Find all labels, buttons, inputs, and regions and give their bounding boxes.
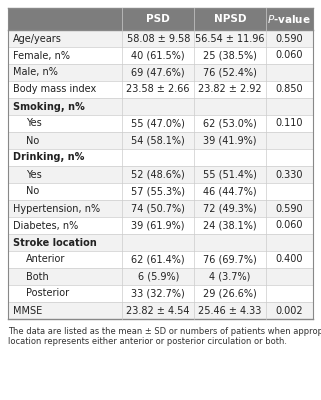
Text: 72 (49.3%): 72 (49.3%)	[203, 204, 257, 214]
Text: 62 (61.4%): 62 (61.4%)	[131, 254, 185, 264]
Text: 58.08 ± 9.58: 58.08 ± 9.58	[126, 34, 190, 44]
Text: 39 (41.9%): 39 (41.9%)	[203, 136, 256, 146]
Text: 55 (51.4%): 55 (51.4%)	[203, 170, 257, 180]
Text: NPSD: NPSD	[214, 14, 246, 24]
Text: 0.590: 0.590	[275, 204, 303, 214]
Text: Age/years: Age/years	[13, 34, 62, 44]
Text: Smoking, n%: Smoking, n%	[13, 102, 85, 112]
Text: Yes: Yes	[26, 118, 42, 128]
Bar	[8, 166, 313, 183]
Bar	[8, 200, 313, 217]
Text: 54 (58.1%): 54 (58.1%)	[131, 136, 185, 146]
Text: 23.82 ± 2.92: 23.82 ± 2.92	[198, 84, 262, 94]
Bar	[8, 217, 313, 234]
Text: 23.58 ± 2.66: 23.58 ± 2.66	[126, 84, 190, 94]
Text: PSD: PSD	[146, 14, 170, 24]
Text: 57 (55.3%): 57 (55.3%)	[131, 186, 185, 196]
Text: $\it{P}$-value: $\it{P}$-value	[267, 13, 311, 25]
Bar	[8, 251, 313, 268]
Text: 6 (5.9%): 6 (5.9%)	[137, 272, 179, 282]
Text: MMSE: MMSE	[13, 306, 42, 316]
Text: 29 (26.6%): 29 (26.6%)	[203, 288, 257, 298]
Text: 0.002: 0.002	[275, 306, 303, 316]
Text: No: No	[26, 186, 39, 196]
Bar	[8, 64, 313, 81]
Text: Stroke location: Stroke location	[13, 238, 97, 248]
Text: 25 (38.5%): 25 (38.5%)	[203, 50, 257, 60]
Bar	[8, 234, 313, 251]
Text: 62 (53.0%): 62 (53.0%)	[203, 118, 257, 128]
Text: Body mass index: Body mass index	[13, 84, 96, 94]
Bar	[8, 115, 313, 132]
Bar	[8, 149, 313, 166]
Text: 33 (32.7%): 33 (32.7%)	[131, 288, 185, 298]
Text: 4 (3.7%): 4 (3.7%)	[209, 272, 251, 282]
Text: 0.330: 0.330	[276, 170, 303, 180]
Bar	[8, 81, 313, 98]
Text: No: No	[26, 136, 39, 146]
Text: 0.590: 0.590	[275, 34, 303, 44]
Text: 0.060: 0.060	[276, 220, 303, 230]
Bar	[8, 183, 313, 200]
Text: location represents either anterior or posterior circulation or both.: location represents either anterior or p…	[8, 337, 287, 346]
Text: Drinking, n%: Drinking, n%	[13, 152, 84, 162]
Text: 76 (69.7%): 76 (69.7%)	[203, 254, 257, 264]
Bar	[8, 98, 313, 115]
Text: 76 (52.4%): 76 (52.4%)	[203, 68, 257, 78]
Text: Male, n%: Male, n%	[13, 68, 58, 78]
Text: 56.54 ± 11.96: 56.54 ± 11.96	[195, 34, 265, 44]
Text: The data are listed as the mean ± SD or numbers of patients when appropriate. St: The data are listed as the mean ± SD or …	[8, 327, 321, 336]
Text: 0.400: 0.400	[276, 254, 303, 264]
Text: 52 (48.6%): 52 (48.6%)	[131, 170, 185, 180]
Bar	[8, 285, 313, 302]
Text: 23.82 ± 4.54: 23.82 ± 4.54	[126, 306, 190, 316]
Bar	[8, 302, 313, 319]
Text: 39 (61.9%): 39 (61.9%)	[132, 220, 185, 230]
Text: Diabetes, n%: Diabetes, n%	[13, 220, 78, 230]
Text: Female, n%: Female, n%	[13, 50, 70, 60]
Text: Posterior: Posterior	[26, 288, 69, 298]
Text: Hypertension, n%: Hypertension, n%	[13, 204, 100, 214]
Bar	[8, 132, 313, 149]
Text: Both: Both	[26, 272, 49, 282]
Text: 55 (47.0%): 55 (47.0%)	[131, 118, 185, 128]
Bar	[8, 47, 313, 64]
Text: 40 (61.5%): 40 (61.5%)	[131, 50, 185, 60]
Text: 0.060: 0.060	[276, 50, 303, 60]
Text: 69 (47.6%): 69 (47.6%)	[131, 68, 185, 78]
Text: 74 (50.7%): 74 (50.7%)	[131, 204, 185, 214]
Text: 0.110: 0.110	[276, 118, 303, 128]
Text: 0.850: 0.850	[275, 84, 303, 94]
Bar	[8, 8, 313, 30]
Text: 24 (38.1%): 24 (38.1%)	[203, 220, 257, 230]
Bar	[8, 30, 313, 47]
Bar	[8, 268, 313, 285]
Text: Yes: Yes	[26, 170, 42, 180]
Text: 25.46 ± 4.33: 25.46 ± 4.33	[198, 306, 262, 316]
Text: Anterior: Anterior	[26, 254, 65, 264]
Text: 46 (44.7%): 46 (44.7%)	[203, 186, 257, 196]
